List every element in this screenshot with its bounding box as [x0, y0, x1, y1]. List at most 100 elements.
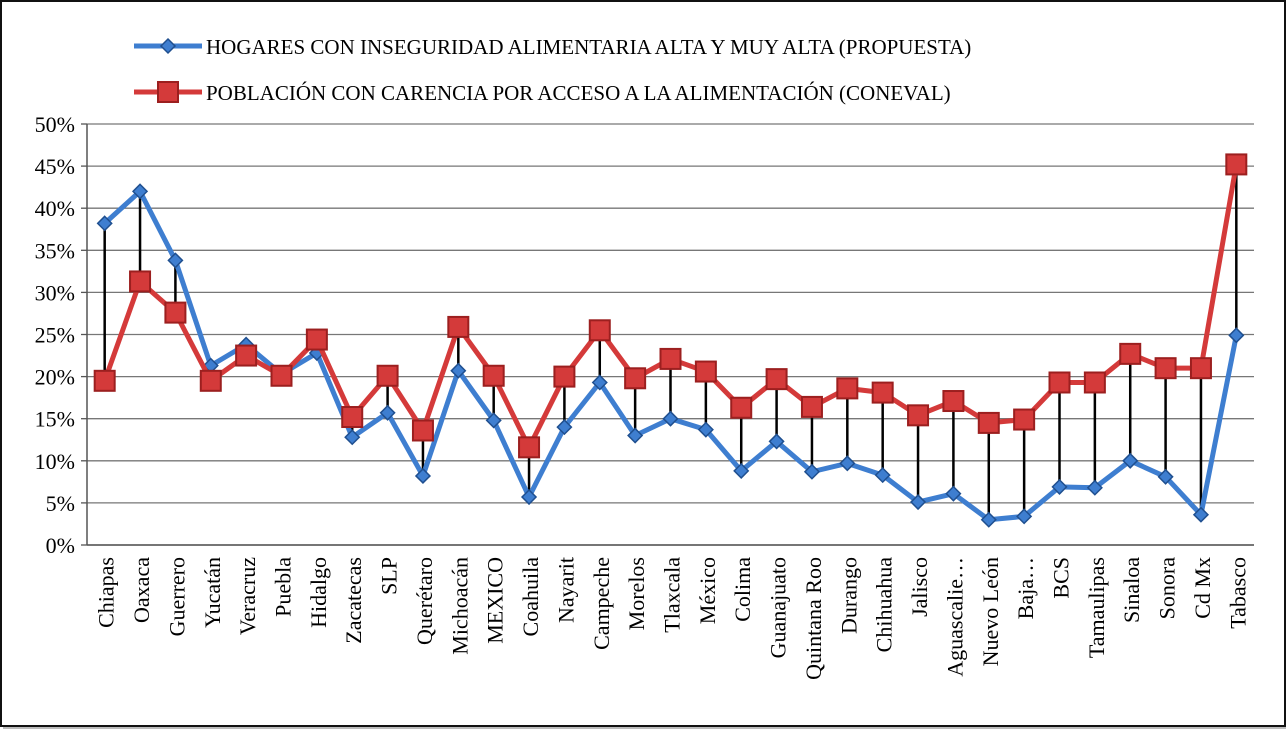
x-tick-label: Quintana Roo — [801, 557, 826, 680]
x-tick-label: Campeche — [589, 557, 614, 650]
y-tick-label: 35% — [35, 238, 75, 263]
data-point-square — [482, 364, 505, 387]
y-tick-label: 45% — [35, 154, 75, 179]
x-tick-label: Yucatán — [200, 557, 225, 628]
legend-label: HOGARES CON INSEGURIDAD ALIMENTARIA ALTA… — [206, 35, 971, 59]
drop-lines — [103, 164, 1238, 520]
data-point-diamond — [1016, 508, 1033, 525]
x-tick-label: Hidalgo — [306, 557, 331, 628]
x-tick-label: Chihuahua — [872, 557, 897, 653]
y-tick-label: 10% — [35, 449, 75, 474]
data-point-square — [836, 377, 859, 400]
data-point-square — [871, 381, 894, 404]
data-point-square — [1048, 371, 1071, 394]
y-tick-label: 5% — [46, 491, 75, 516]
x-tick-label: Colima — [730, 557, 755, 622]
data-point-square — [942, 390, 965, 413]
data-point-diamond — [556, 419, 573, 436]
data-point-square — [270, 364, 293, 387]
legend-label: POBLACIÓN CON CARENCIA POR ACCESO A LA A… — [206, 81, 951, 105]
data-point-diamond — [1051, 478, 1068, 495]
data-point-diamond — [803, 463, 821, 480]
y-tick-label: 50% — [35, 112, 75, 137]
axes — [86, 124, 1254, 546]
x-tick-label: Durango — [836, 557, 861, 634]
legend-entry: POBLACIÓN CON CARENCIA POR ACCESO A LA A… — [134, 81, 951, 105]
x-tick-label: Cd Mx — [1190, 557, 1215, 619]
data-point-square — [447, 315, 470, 338]
x-tick-label: Guanajuato — [766, 557, 791, 658]
data-point-square — [93, 369, 116, 392]
data-point-square — [1154, 357, 1177, 380]
x-tick-label: Querétaro — [412, 557, 437, 645]
data-point-square — [907, 404, 930, 427]
data-point-square — [1225, 153, 1248, 176]
x-tick-label: SLP — [377, 557, 402, 595]
data-point-square — [341, 406, 364, 429]
data-point-square — [553, 365, 576, 388]
data-point-square — [800, 395, 823, 418]
x-tick-label: Sinaloa — [1119, 557, 1144, 623]
data-point-diamond — [1086, 479, 1103, 496]
data-point-diamond — [131, 183, 149, 200]
data-point-diamond — [414, 467, 432, 485]
data-point-diamond — [96, 215, 113, 232]
data-point-diamond — [662, 410, 679, 427]
data-point-square — [164, 301, 187, 324]
x-tick-label: BCS — [1049, 557, 1074, 599]
series-2 — [93, 153, 1248, 459]
data-point-square — [1189, 357, 1212, 380]
x-tick-label: Sonora — [1155, 557, 1180, 620]
y-tick-label: 25% — [35, 323, 75, 348]
data-point-square — [199, 369, 222, 392]
legend: HOGARES CON INSEGURIDAD ALIMENTARIA ALTA… — [134, 35, 971, 105]
data-point-diamond — [733, 462, 750, 479]
x-tick-label: Jalisco — [907, 557, 932, 617]
data-point-square — [376, 364, 399, 387]
y-tick-label: 0% — [46, 533, 75, 558]
data-point-diamond — [697, 421, 714, 438]
legend-marker — [157, 81, 179, 103]
data-point-diamond — [1192, 506, 1210, 523]
data-point-square — [977, 411, 1000, 434]
data-point-diamond — [167, 252, 184, 269]
data-point-diamond — [344, 429, 361, 446]
x-tick-label: Coahuila — [518, 557, 543, 637]
data-point-square — [518, 436, 541, 459]
x-tick-label: Oaxaca — [129, 557, 154, 623]
x-tick-label: MEXICO — [483, 557, 508, 644]
data-point-diamond — [874, 467, 891, 484]
data-point-square — [730, 396, 753, 419]
data-point-diamond — [980, 511, 997, 528]
x-tick-label: México — [695, 557, 720, 624]
data-point-square — [694, 360, 717, 383]
x-tick-label: Nuevo León — [978, 557, 1003, 666]
y-axis-ticks: 0% 5% 10% 15% 20% 25% 30% 35% 40% 45% 50% — [35, 112, 87, 558]
data-point-diamond — [909, 493, 927, 511]
x-tick-label: Baja… — [1013, 557, 1038, 619]
data-point-square — [1083, 371, 1106, 394]
data-point-square — [411, 419, 434, 442]
data-point-square — [305, 328, 328, 351]
x-tick-label: Tamaulipas — [1084, 557, 1109, 658]
data-point-diamond — [1228, 327, 1245, 344]
x-tick-label: Veracruz — [235, 557, 260, 635]
data-point-square — [235, 344, 258, 367]
x-tick-label: Nayarit — [553, 557, 578, 623]
data-point-diamond — [485, 412, 502, 429]
data-point-diamond — [379, 404, 396, 421]
y-tick-label: 30% — [35, 280, 75, 305]
data-point-diamond — [945, 485, 962, 502]
data-point-diamond — [768, 433, 785, 450]
y-tick-label: 15% — [35, 407, 75, 432]
data-point-square — [588, 319, 611, 342]
data-point-square — [129, 270, 152, 293]
x-tick-label: Zacatecas — [341, 557, 366, 644]
data-point-square — [659, 347, 682, 370]
data-point-diamond — [1122, 452, 1139, 469]
data-point-square — [624, 367, 647, 390]
x-tick-label: Aguascalie… — [942, 557, 967, 677]
x-tick-label: Tabasco — [1225, 557, 1250, 629]
